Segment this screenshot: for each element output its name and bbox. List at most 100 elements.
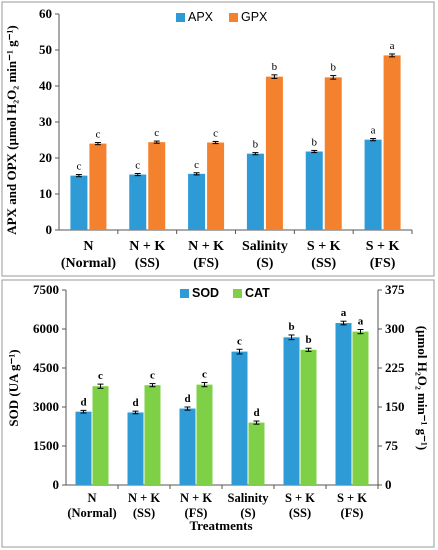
x-tick-label: N + K	[128, 491, 160, 505]
bar-sod	[75, 411, 92, 485]
significance-letter: c	[237, 335, 242, 347]
bar-cat	[352, 331, 369, 485]
y-tick-label: 7500	[33, 282, 59, 297]
significance-letter: a	[390, 40, 395, 52]
significance-letter: d	[80, 396, 86, 408]
significance-letter: c	[194, 159, 199, 171]
significance-letter: c	[202, 369, 207, 381]
bar-cat	[248, 422, 265, 485]
significance-letter: a	[358, 316, 364, 328]
significance-letter: d	[184, 393, 190, 405]
bar-sod	[335, 323, 352, 485]
legend-label-sod: SOD	[192, 286, 219, 300]
bar-apx	[70, 175, 88, 230]
significance-letter: c	[95, 129, 100, 141]
bottom-legend: SOD CAT	[180, 286, 270, 300]
legend-label-cat: CAT	[245, 286, 270, 300]
legend-swatch-gpx	[229, 13, 238, 22]
significance-letter: c	[135, 159, 140, 171]
y-right-tick-label: 225	[385, 360, 405, 375]
x-tick-label: N + K	[180, 491, 212, 505]
y-right-tick-label: 0	[385, 477, 392, 492]
x-tick-label: Salinity	[242, 239, 288, 254]
legend-label-apx: APX	[188, 10, 214, 24]
x-tick-label: S + K	[307, 239, 341, 254]
bar-apx	[364, 139, 382, 230]
significance-letter: a	[371, 125, 376, 137]
x-tick-label-sub: (FS)	[370, 256, 396, 271]
bar-apx	[129, 174, 147, 230]
x-tick-label-sub: (FS)	[193, 256, 219, 271]
legend-swatch-apx	[176, 13, 185, 22]
significance-letter: b	[288, 321, 294, 333]
x-tick-label: N + K	[188, 239, 224, 254]
significance-letter: c	[213, 127, 218, 139]
bar-sod	[283, 337, 300, 485]
y-right-tick-label: 75	[385, 438, 399, 453]
bar-gpx	[324, 77, 342, 230]
x-tick-label-sub: (S)	[240, 506, 255, 520]
x-tick-label: S + K	[366, 239, 400, 254]
significance-letter: a	[341, 307, 347, 319]
significance-letter: b	[272, 61, 278, 73]
x-tick-label-sub: (SS)	[133, 506, 155, 520]
y-right-tick-label: 375	[385, 282, 405, 297]
y-tick-label: 0	[46, 222, 53, 237]
significance-letter: b	[253, 139, 259, 151]
bar-cat	[92, 386, 109, 485]
panel-bottom-frame	[1, 279, 435, 548]
y-tick-label: 1500	[33, 438, 59, 453]
bar-apx	[246, 153, 264, 230]
y-tick-label: 30	[39, 114, 52, 129]
bar-apx	[188, 173, 206, 230]
y-tick-label: 60	[39, 6, 52, 21]
bar-gpx	[383, 55, 401, 231]
legend-swatch-sod	[180, 289, 189, 298]
bar-gpx	[265, 76, 283, 230]
bar-cat	[196, 384, 213, 485]
bar-apx	[305, 151, 323, 230]
significance-letter: b	[331, 62, 337, 74]
panel-sod-cat-chart: SOD (UA g⁻¹) (µmol H₂O₂ min⁻¹ g⁻¹) Treat…	[1, 279, 435, 548]
y-tick-label: 40	[39, 78, 52, 93]
y-tick-label: 3000	[33, 399, 59, 414]
panel-peroxidase-chart: APX and OPX (µmol H₂O₂ min⁻¹ g⁻¹) 0 10 20 3…	[1, 1, 435, 277]
significance-letter: d	[253, 407, 259, 419]
x-tick-label-sub: (SS)	[311, 256, 336, 271]
bottom-y-axis-title: SOD (UA g⁻¹)	[6, 349, 21, 426]
y-right-tick-label: 150	[385, 399, 405, 414]
x-tick-label: S + K	[337, 491, 367, 505]
y-tick-label: 4500	[33, 360, 59, 375]
bar-gpx	[89, 143, 107, 230]
x-tick-label-sub: (SS)	[135, 256, 160, 271]
bar-sod	[127, 412, 144, 485]
y-tick-label: 10	[39, 186, 52, 201]
x-tick-label-sub: (Normal)	[67, 506, 116, 520]
significance-letter: b	[312, 136, 318, 148]
significance-letter: c	[150, 370, 155, 382]
significance-letter: b	[305, 334, 311, 346]
bar-sod	[231, 351, 248, 485]
y-tick-label: 20	[39, 150, 52, 165]
bar-gpx	[148, 142, 166, 230]
x-tick-label-sub: (S)	[256, 256, 273, 271]
legend-label-gpx: GPX	[241, 10, 268, 24]
x-tick-label-sub: (FS)	[341, 506, 364, 520]
x-tick-label: N	[87, 491, 96, 505]
x-tick-label: S + K	[285, 491, 315, 505]
x-tick-label: N + K	[129, 239, 165, 254]
y-tick-label: 0	[53, 477, 60, 492]
y-tick-label: 50	[39, 42, 52, 57]
x-tick-label-sub: (Normal)	[61, 256, 117, 271]
y-tick-label: 6000	[33, 321, 59, 336]
significance-letter: c	[98, 370, 103, 382]
bottom-y-right-axis-title: (µmol H₂O₂ min⁻¹ g⁻¹)	[415, 326, 430, 451]
top-y-axis-title: APX and OPX (µmol H₂O₂ min⁻¹ g⁻¹)	[4, 25, 19, 234]
bar-gpx	[207, 142, 225, 230]
bottom-plot-area: 015003000450060007500075150225300375dcN(…	[33, 282, 405, 520]
top-legend: APX GPX	[176, 10, 268, 24]
significance-letter: d	[132, 397, 138, 409]
x-tick-label: N	[83, 239, 93, 254]
bottom-x-axis-title: Treatments	[189, 518, 252, 533]
